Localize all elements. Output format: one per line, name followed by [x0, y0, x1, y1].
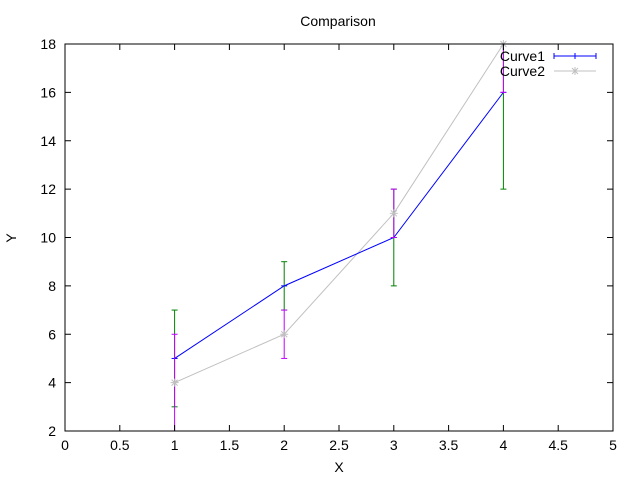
y-tick-label: 6	[48, 326, 56, 342]
y-axis-ticks: 2 4 6 8 10 12 14 16 18	[40, 36, 613, 439]
x-tick-label: 4.5	[548, 437, 568, 453]
y-tick-label: 4	[48, 375, 56, 391]
x-tick-label: 5	[609, 437, 617, 453]
data-point-curve2	[389, 209, 398, 218]
y-tick-label: 8	[48, 278, 56, 294]
series-line-curve1	[174, 92, 504, 359]
legend-marker-curve2	[571, 67, 579, 75]
error-bar-curve2	[500, 44, 507, 93]
data-point-curve2	[170, 378, 179, 387]
x-tick-label: 2.5	[329, 437, 349, 453]
y-tick-label: 10	[40, 230, 56, 246]
marker-stroke	[171, 379, 178, 386]
chart-title: Comparison	[300, 13, 375, 29]
x-tick-label: 3.5	[439, 437, 459, 453]
y-tick-label: 18	[40, 36, 56, 52]
data-point-curve2	[280, 330, 289, 339]
y-tick-label: 16	[40, 84, 56, 100]
marker-stroke	[390, 209, 398, 217]
x-tick-label: 1.5	[220, 437, 240, 453]
x-tick-label: 2	[280, 437, 288, 453]
x-axis-label: X	[334, 459, 344, 475]
x-axis-ticks: 0 0.5 1 1.5 2 2.5 3 3.5 4 4.5 5	[61, 44, 617, 453]
x-tick-label: 3	[390, 437, 398, 453]
marker-stroke	[571, 67, 579, 75]
y-tick-label: 14	[40, 133, 56, 149]
series-line-curve2	[174, 43, 504, 384]
marker-stroke	[280, 330, 288, 338]
y-tick-label: 2	[48, 423, 56, 439]
x-tick-label: 4	[500, 437, 508, 453]
legend-label-curve1: Curve1	[500, 48, 545, 64]
y-tick-label: 12	[40, 181, 56, 197]
x-tick-label: 0.5	[110, 437, 130, 453]
legend-label-curve2: Curve2	[500, 63, 545, 79]
x-tick-label: 1	[171, 437, 179, 453]
y-axis-label: Y	[3, 233, 19, 243]
x-tick-label: 0	[61, 437, 69, 453]
